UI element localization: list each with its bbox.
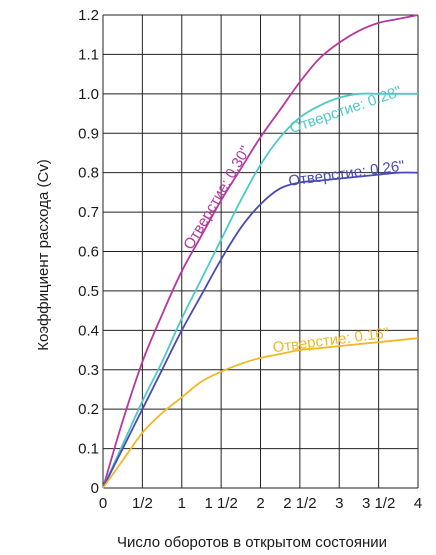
y-tick-label: 1.1 [78, 46, 99, 63]
y-tick-label: 0.5 [78, 283, 99, 300]
x-tick-label: 2 1/2 [283, 495, 316, 512]
y-tick-label: 0.1 [78, 441, 99, 458]
series-line [102, 92, 418, 489]
y-tick-label: 1.2 [78, 7, 99, 24]
y-tick-label: 0.4 [78, 322, 99, 339]
x-tick-label: 1/2 [132, 495, 153, 512]
y-tick-label: 0.3 [78, 362, 99, 379]
x-axis-title: Число оборотов в открытом состоянии [117, 534, 387, 551]
x-tick-label: 3 1/2 [362, 495, 395, 512]
grid [102, 14, 419, 489]
series-curves [102, 14, 419, 489]
series-line [102, 14, 419, 489]
x-tick-label: 0 [99, 495, 107, 512]
series-label: Отверстие: 0.16" [272, 325, 390, 357]
y-tick-label: 0.8 [78, 165, 99, 182]
y-tick-label: 0.9 [78, 125, 99, 142]
series-label: Отверстие: 0.26" [287, 157, 405, 189]
x-tick-label: 4 [414, 495, 422, 512]
x-tick-label: 1 [178, 495, 186, 512]
y-tick-label: 0.6 [78, 244, 99, 261]
y-tick-label: 0 [91, 480, 99, 497]
x-tick-label: 1 1/2 [204, 495, 237, 512]
series-labels: Отверстие: 0.30"Отверстие: 0.28"Отверсти… [180, 83, 405, 356]
y-tick-label: 0.7 [78, 204, 99, 221]
y-tick-labels: 0 0.1 0.2 0.3 0.4 0.5 0.6 0.7 0.8 0.9 1.0 1.1 1.2 [78, 7, 99, 497]
x-tick-label: 2 [256, 495, 264, 512]
series-line [102, 337, 419, 489]
x-tick-label: 3 [335, 495, 343, 512]
y-axis-title: Коэффициент расхода (Cv) [35, 159, 52, 351]
y-tick-label: 1.0 [78, 86, 99, 103]
y-tick-label: 0.2 [78, 401, 99, 418]
x-tick-labels: 0 1/2 1 1 1/2 2 2 1/2 3 3 1/2 4 [99, 495, 422, 512]
series-line [102, 171, 419, 489]
series-label: Отверстие: 0.28" [288, 83, 404, 137]
